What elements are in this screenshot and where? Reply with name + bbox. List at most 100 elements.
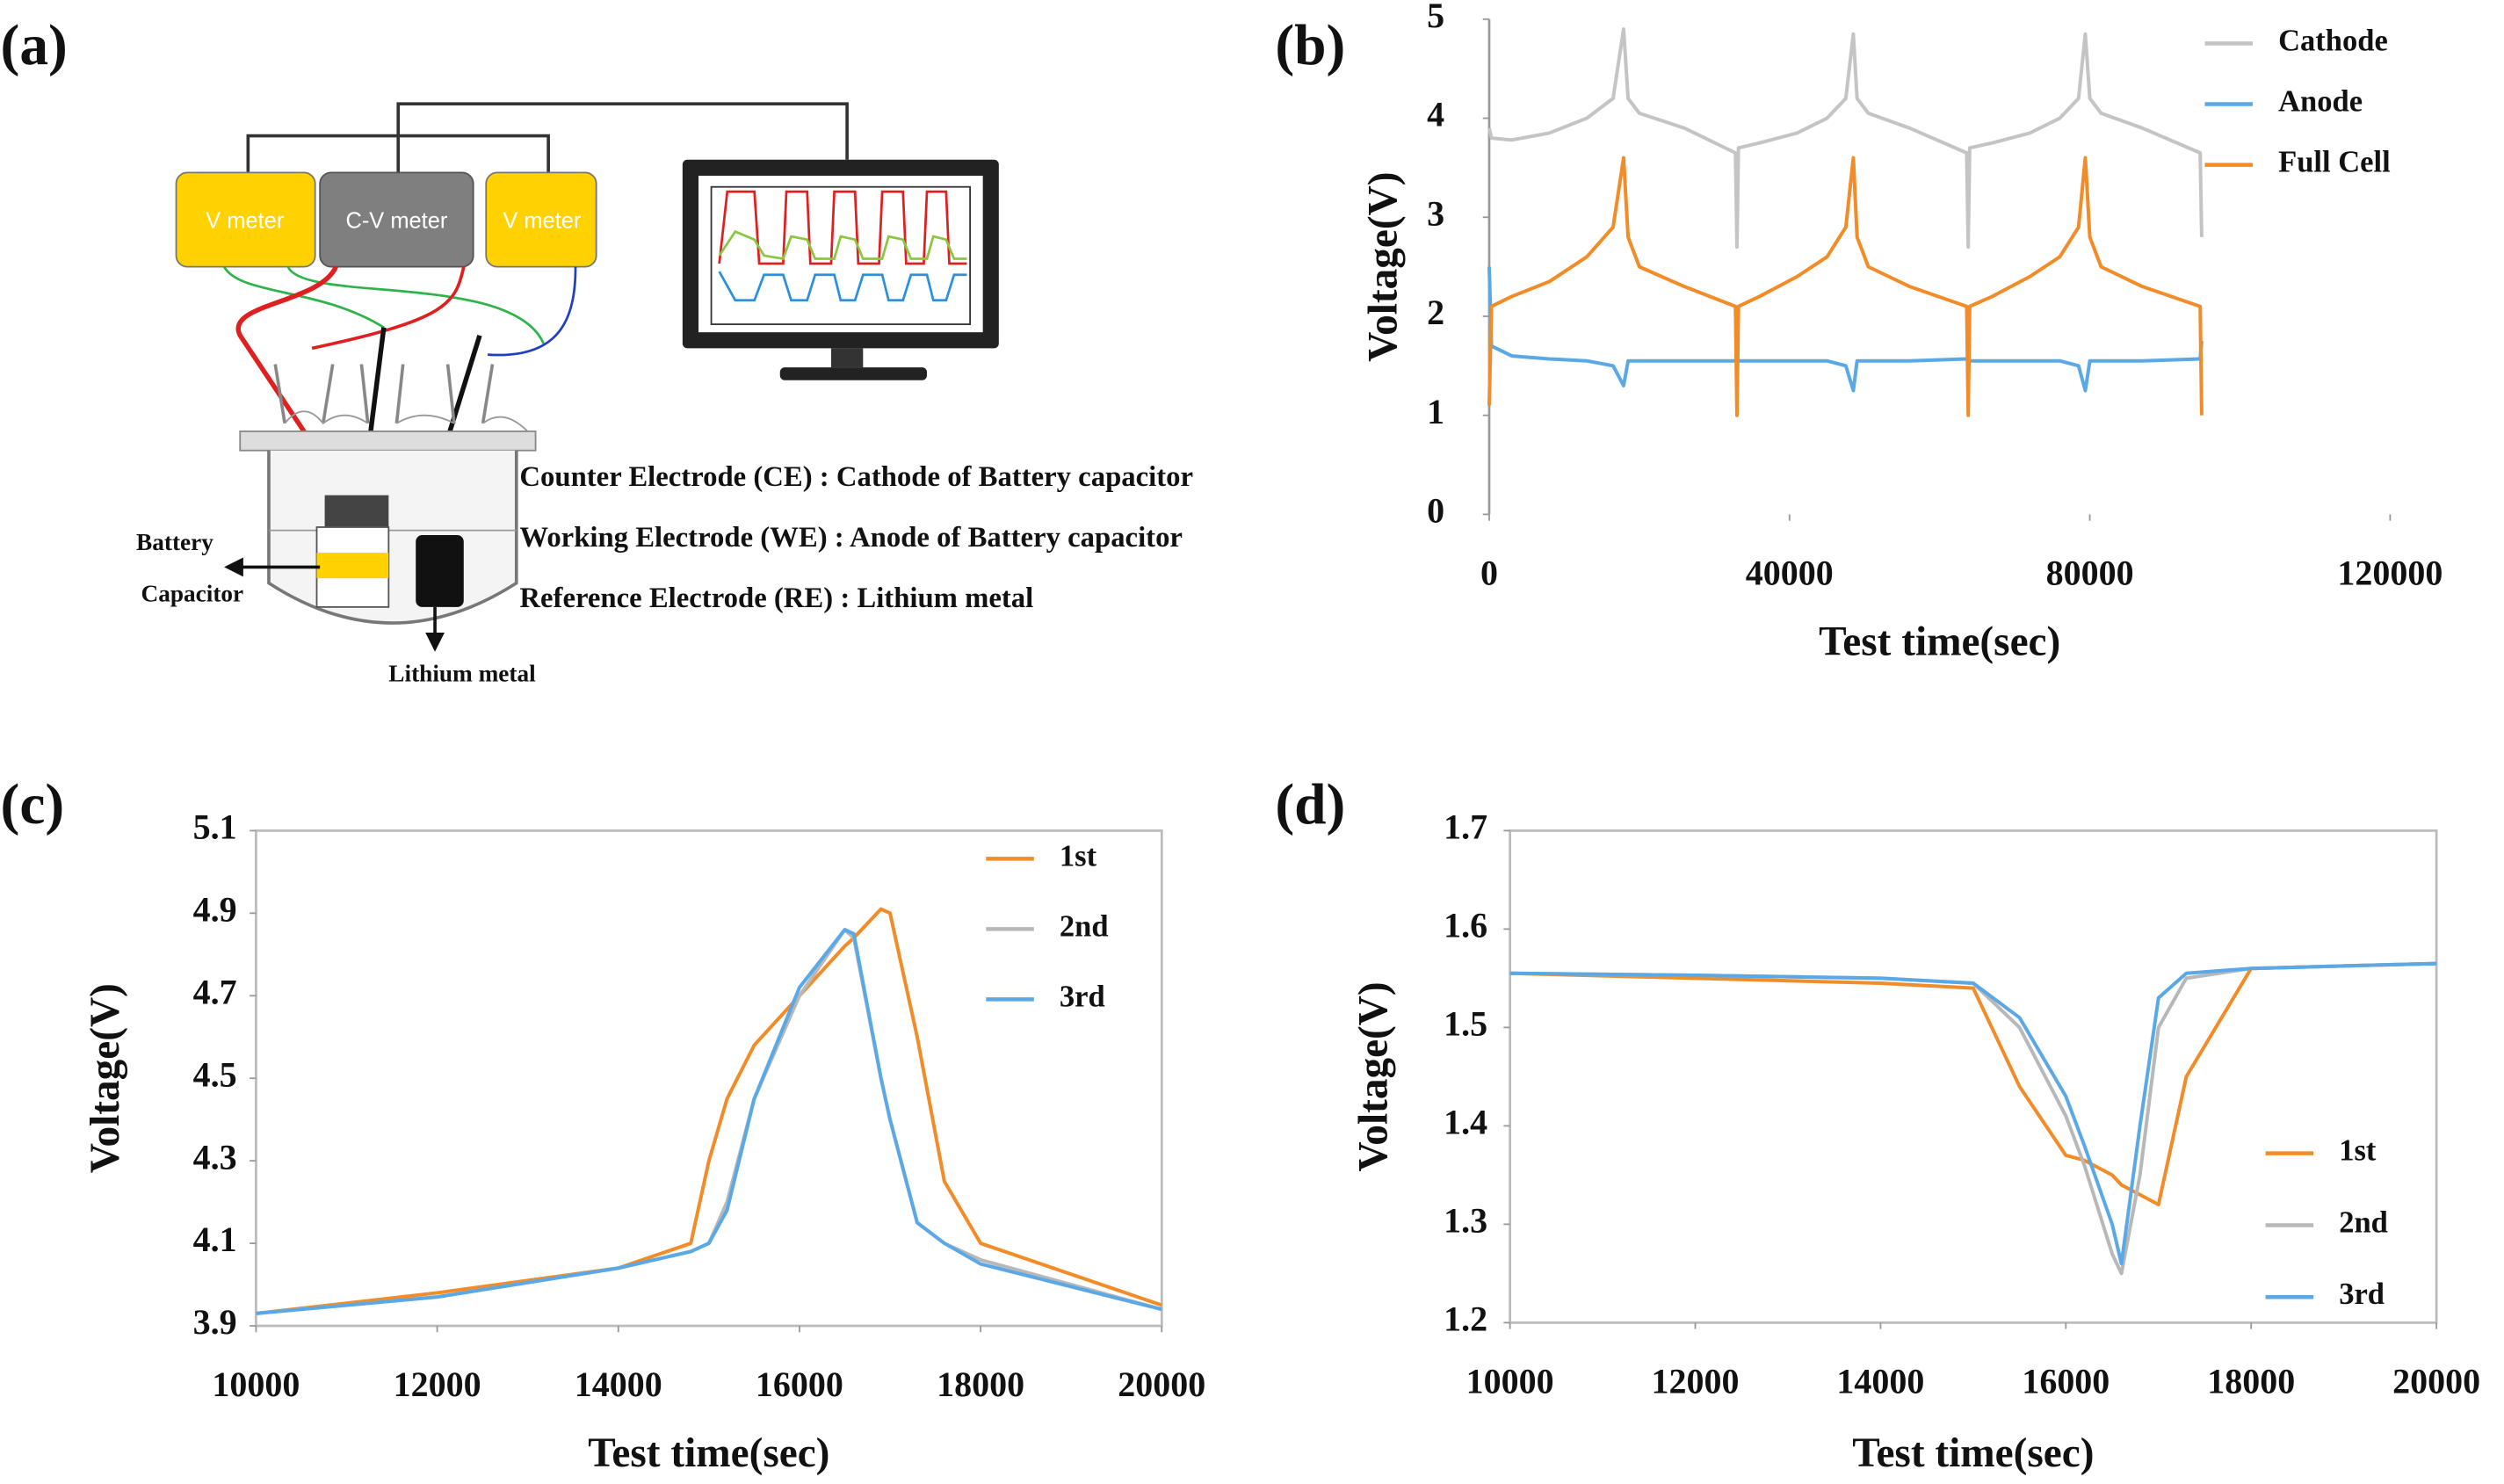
x-tick-label: 16000 [2022,1361,2110,1401]
meter-label: C-V meter [345,208,447,233]
y-tick-label: 4.5 [193,1054,237,1094]
monitor-stand [830,348,864,368]
panel-label: (d) [1275,773,1345,836]
y-tick-label: 1.5 [1444,1004,1487,1044]
series-line [256,907,1162,1315]
meter-box [485,171,597,268]
y-tick-label: 1.6 [1444,906,1487,945]
y-tick-label: 1.7 [1444,807,1487,847]
y-tick-label: 5 [1427,0,1444,35]
y-tick-label: 4.3 [193,1137,237,1176]
monitor-stand [779,367,928,380]
series-line [256,928,1162,1315]
beaker [267,450,518,625]
lid [239,430,537,452]
y-tick-label: 3 [1427,193,1444,233]
y-tick-label: 1.2 [1444,1299,1487,1339]
y-axis-title: Voltage(V) [83,983,128,1173]
meter-label: V meter [503,208,582,233]
y-tick-label: 4.9 [193,890,237,930]
screen-trace [718,229,967,261]
legend-label: 3rd [2339,1278,2385,1311]
y-axis-title: Voltage(V) [1351,981,1397,1171]
y-tick-label: 4.1 [193,1220,237,1259]
y-tick-label: 5.1 [193,807,237,847]
series-line [1487,266,2204,393]
series-line [1487,156,2204,417]
legend-label: 2nd [2339,1205,2388,1239]
x-tick-label: 16000 [756,1365,843,1404]
x-axis-title: Test time(sec) [1852,1430,2094,1476]
flask-neck [273,364,495,424]
flask [284,410,529,432]
x-tick-label: 14000 [575,1365,662,1404]
x-tick-label: 80000 [2046,554,2134,593]
lithium-metal [416,535,464,607]
series-line [1509,961,2437,1266]
x-tick-label: 18000 [2207,1361,2295,1401]
wire [487,266,577,357]
diagram-label: Lithium metal [388,660,536,686]
meter-box [175,171,316,268]
y-tick-label: 3.9 [193,1302,237,1342]
legend-label: 2nd [1060,909,1109,943]
setup-diagram: (a) V meter C-V meter V meter [1,14,1193,686]
x-tick-label: 10000 [1466,1361,1554,1401]
series-line [1509,961,2437,1206]
x-axis-title: Test time(sec) [1819,619,2060,664]
y-tick-label: 1.3 [1444,1201,1487,1241]
diagram-label: Battery [136,529,213,555]
diagram-label: Capacitor [141,580,244,606]
x-tick-label: 20000 [1118,1365,1205,1404]
electrode-text: Reference Electrode (RE) : Lithium metal [519,583,1033,614]
wire [311,266,466,351]
y-tick-label: 4.7 [193,972,237,1011]
electrode-text: Working Electrode (WE) : Anode of Batter… [519,522,1183,554]
meter-box [319,171,474,268]
x-tick-label: 120000 [2337,554,2442,593]
battery-band [316,553,389,579]
screen-plot [710,185,972,325]
legend-label: Cathode [2278,24,2388,57]
wire [235,265,338,481]
y-tick-label: 1 [1427,392,1444,431]
wire [396,102,849,173]
x-tick-label: 10000 [212,1365,300,1404]
x-tick-label: 40000 [1746,554,1834,593]
arrow-head [224,557,243,577]
series-line [256,928,1162,1315]
x-tick-label: 20000 [2392,1361,2480,1401]
legend-label: Anode [2278,84,2363,118]
y-tick-label: 4 [1427,95,1444,134]
panel-label: (c) [1,773,65,836]
panel-label: (b) [1275,14,1345,77]
screen-trace [718,190,967,265]
y-tick-label: 0 [1427,491,1444,531]
y-tick-label: 2 [1427,293,1444,332]
legend-label: 1st [1060,839,1097,872]
x-tick-label: 12000 [1652,1361,1740,1401]
panel-label: (a) [1,14,68,77]
x-tick-label: 14000 [1836,1361,1924,1401]
y-tick-label: 1.4 [1444,1103,1487,1142]
electrode-text: Counter Electrode (CE) : Cathode of Batt… [519,461,1193,493]
plot-frame [1509,829,2438,1324]
monitor-screen [698,175,983,333]
y-axis-title: Voltage(V) [1360,172,1406,362]
series-line [1487,27,2204,250]
cap [324,495,389,527]
arrow-head [425,632,445,652]
screen-trace [718,271,967,302]
meter-label: V meter [206,208,285,233]
plot-frame [255,829,1163,1328]
wire [222,265,385,329]
x-tick-label: 0 [1480,554,1498,593]
legend-label: 1st [2339,1134,2377,1168]
wire [286,265,545,344]
legend-label: 3rd [1060,980,1105,1013]
x-axis-title: Test time(sec) [588,1430,829,1476]
x-tick-label: 12000 [394,1365,481,1404]
legend-label: Full Cell [2278,146,2391,179]
